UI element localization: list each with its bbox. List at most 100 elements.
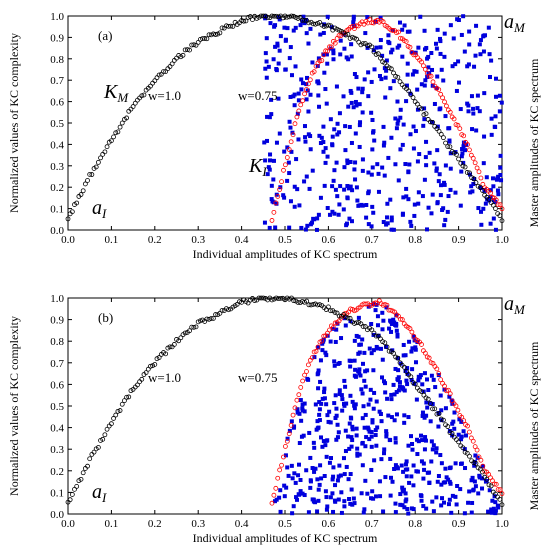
sample-point <box>353 374 358 379</box>
sample-point <box>322 396 327 401</box>
sample-point <box>297 411 302 416</box>
sample-point <box>324 101 329 106</box>
sample-point <box>369 430 374 435</box>
KI-point <box>488 190 493 196</box>
KI-point <box>493 481 499 487</box>
sample-point <box>369 110 374 115</box>
y-tick-label: 0.7 <box>50 358 64 370</box>
KI-point <box>336 33 342 38</box>
sample-point <box>300 408 305 413</box>
sample-point <box>438 453 443 458</box>
KI-point <box>426 73 432 79</box>
sample-point <box>358 373 363 378</box>
KI-point <box>465 142 470 147</box>
sample-point <box>416 45 421 50</box>
sample-point <box>408 132 413 137</box>
sample-point <box>325 205 330 210</box>
sample-point <box>336 212 341 217</box>
panel-label: (b) <box>98 310 113 325</box>
sample-point <box>349 487 354 492</box>
sample-point <box>442 180 447 185</box>
KI-point <box>298 102 304 108</box>
sample-point <box>276 96 281 101</box>
sample-point <box>496 174 501 179</box>
KI-point <box>442 99 447 105</box>
sample-point <box>435 27 440 32</box>
y-tick-label: 0.1 <box>50 487 64 499</box>
KM-point <box>343 32 349 38</box>
KI-point <box>294 114 300 120</box>
KI-point <box>480 181 486 187</box>
KI-point <box>279 462 284 468</box>
sample-point <box>396 178 401 183</box>
sample-point <box>400 142 405 147</box>
KI-point <box>465 423 470 429</box>
sample-point <box>385 215 390 220</box>
sample-point <box>461 160 466 165</box>
KI-point <box>319 58 325 63</box>
KM-point <box>95 445 101 450</box>
sample-point <box>327 212 332 217</box>
KM-point <box>332 309 338 315</box>
sample-point <box>480 464 485 469</box>
sample-point <box>360 391 365 396</box>
sample-point <box>452 426 457 431</box>
sample-point <box>283 38 288 43</box>
sample-point <box>466 103 471 108</box>
sample-point <box>491 184 496 189</box>
sample-point <box>434 168 439 173</box>
KM-point <box>291 298 297 304</box>
sample-point <box>474 23 479 28</box>
KM-point <box>386 348 392 354</box>
sample-point <box>360 440 365 445</box>
sample-point <box>451 36 456 41</box>
sample-point <box>305 75 310 80</box>
sample-point <box>399 463 404 468</box>
sample-point <box>342 504 347 509</box>
sample-point <box>328 117 333 122</box>
sample-point <box>400 489 405 494</box>
sample-point <box>411 334 416 339</box>
KI-point <box>305 362 311 368</box>
sample-point <box>332 359 337 364</box>
sample-point <box>293 480 298 485</box>
sample-point <box>413 345 418 350</box>
sample-point <box>381 318 386 323</box>
sample-point <box>273 225 278 230</box>
sample-point <box>333 187 338 192</box>
sample-point <box>359 202 364 207</box>
sample-point <box>319 435 324 440</box>
sample-point <box>422 47 427 52</box>
sample-point <box>398 107 403 112</box>
sample-point <box>415 437 420 442</box>
sample-point <box>337 130 342 135</box>
sample-point <box>364 203 369 208</box>
sample-point <box>316 368 321 373</box>
sample-point <box>409 474 414 479</box>
sample-point <box>430 192 435 197</box>
KM-point <box>490 202 496 208</box>
sample-point <box>320 341 325 346</box>
KM-point <box>336 313 342 319</box>
sample-point <box>308 455 313 460</box>
sample-point <box>348 364 353 369</box>
sample-point <box>321 149 326 154</box>
sample-point <box>379 457 384 462</box>
sample-point <box>467 42 472 47</box>
sample-point <box>483 479 488 484</box>
sample-point <box>380 310 385 315</box>
sample-point <box>344 223 349 228</box>
KM-point <box>213 312 218 317</box>
KM-point <box>135 382 140 388</box>
KI-point <box>315 344 321 350</box>
KM-point <box>401 364 407 370</box>
x-tick-label: 0.7 <box>365 234 379 246</box>
sample-point <box>305 88 310 93</box>
sample-point <box>267 225 272 230</box>
sample-point <box>367 429 372 434</box>
sample-point <box>346 434 351 439</box>
sample-point <box>415 452 420 457</box>
sample-point <box>339 393 344 398</box>
sample-point <box>323 160 328 165</box>
KM-point <box>93 164 99 170</box>
